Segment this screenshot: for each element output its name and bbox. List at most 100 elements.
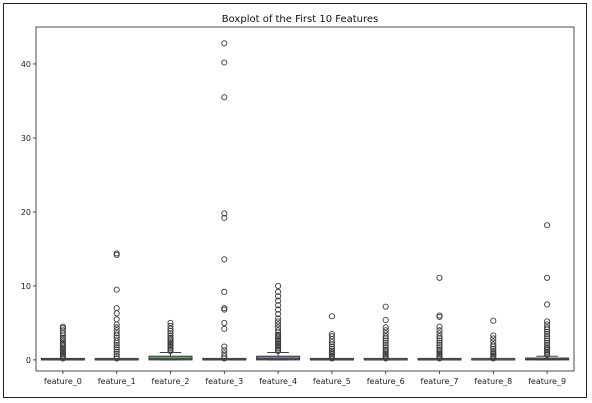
outlier-point xyxy=(113,310,120,317)
box-iqr xyxy=(148,355,193,361)
outlier-point xyxy=(221,350,228,357)
outlier-point xyxy=(113,334,120,341)
outlier-point xyxy=(436,330,443,337)
outlier-point xyxy=(113,350,120,358)
outlier-point xyxy=(221,347,228,354)
outlier-point xyxy=(436,344,443,351)
outlier-point xyxy=(382,344,389,351)
outlier-point xyxy=(221,353,228,360)
outlier-point xyxy=(275,331,282,338)
outlier-point xyxy=(544,222,551,229)
outlier-point xyxy=(275,321,282,328)
x-tick-label: feature_5 xyxy=(313,377,351,386)
x-tick-label: feature_4 xyxy=(259,377,297,386)
outlier-point xyxy=(544,344,551,351)
chart-title: Boxplot of the First 10 Features xyxy=(222,14,378,25)
outlier-point xyxy=(113,327,120,334)
outlier-point xyxy=(382,333,389,340)
y-tick-label: 30 xyxy=(21,134,31,143)
outlier-point xyxy=(544,318,551,325)
box-feature_2 xyxy=(148,319,193,361)
box-feature_9 xyxy=(525,222,570,361)
outlier-point xyxy=(275,293,282,300)
outlier-point xyxy=(436,342,443,349)
outlier-point xyxy=(221,288,228,295)
outlier-point xyxy=(167,334,174,341)
outlier-point xyxy=(544,339,551,346)
outlier-point xyxy=(275,324,282,331)
outlier-point xyxy=(221,325,228,332)
outlier-point xyxy=(221,210,228,217)
box-iqr xyxy=(256,355,301,361)
x-tick-label: feature_8 xyxy=(474,377,512,386)
outlier-point xyxy=(113,324,120,331)
outlier-point xyxy=(221,343,228,350)
x-tick-label: feature_2 xyxy=(152,377,190,386)
outlier-point xyxy=(544,333,551,340)
outlier-point xyxy=(113,348,120,355)
outlier-point xyxy=(275,327,282,334)
x-tick-label: feature_7 xyxy=(421,377,459,386)
outlier-point xyxy=(382,330,389,337)
outlier-point xyxy=(436,333,443,340)
outlier-point xyxy=(544,274,551,281)
box-feature_0 xyxy=(40,323,85,362)
x-tick-label: feature_1 xyxy=(98,377,136,386)
outlier-point xyxy=(221,40,228,47)
outlier-point xyxy=(544,324,551,331)
outlier-point xyxy=(382,337,389,344)
outlier-point xyxy=(544,335,551,342)
box-feature_1 xyxy=(94,250,139,362)
outlier-point xyxy=(490,332,497,339)
outlier-point xyxy=(275,288,282,295)
x-tick-label: feature_3 xyxy=(205,377,243,386)
outlier-point xyxy=(275,315,282,322)
outlier-point xyxy=(544,301,551,308)
outlier-point xyxy=(221,59,228,66)
outlier-point xyxy=(328,333,335,340)
outlier-point xyxy=(544,342,551,349)
outlier-point xyxy=(490,317,497,324)
outlier-point xyxy=(275,282,282,289)
outlier-point xyxy=(59,340,66,347)
outlier-point xyxy=(275,297,282,304)
outlier-point xyxy=(221,305,228,312)
outlier-point xyxy=(167,319,174,326)
outlier-point xyxy=(328,313,335,320)
outlier-point xyxy=(59,327,66,334)
outlier-point xyxy=(436,339,443,346)
y-tick-label: 40 xyxy=(21,60,31,69)
outlier-point xyxy=(328,345,335,352)
outlier-point xyxy=(113,316,120,323)
outlier-point xyxy=(490,345,497,352)
y-tick-label: 0 xyxy=(26,356,31,365)
outlier-point xyxy=(490,338,497,345)
outlier-point xyxy=(221,319,228,326)
outlier-point xyxy=(221,94,228,101)
outlier-point xyxy=(436,323,443,330)
y-tick-label: 10 xyxy=(21,282,31,291)
outlier-point xyxy=(382,346,389,353)
outlier-point xyxy=(113,250,120,257)
outlier-point xyxy=(167,332,174,339)
outlier-point xyxy=(59,338,66,345)
outlier-point xyxy=(382,342,389,349)
outlier-point xyxy=(328,347,335,355)
outlier-point xyxy=(382,303,389,310)
outlier-point xyxy=(382,324,389,331)
y-axis: 0 10 20 30 40 xyxy=(21,60,36,365)
outlier-point xyxy=(328,330,335,338)
outlier-point xyxy=(382,316,389,324)
chart-frame xyxy=(3,3,587,398)
box-feature_8 xyxy=(471,317,516,362)
outlier-point xyxy=(436,274,443,281)
outlier-point xyxy=(544,330,551,338)
plot-area xyxy=(35,26,575,372)
outlier-point xyxy=(436,312,443,319)
box-feature_7 xyxy=(417,274,462,362)
box-feature_5 xyxy=(309,313,354,362)
boxes-group xyxy=(40,40,570,362)
box-feature_3 xyxy=(202,40,247,362)
outlier-point xyxy=(382,339,389,346)
